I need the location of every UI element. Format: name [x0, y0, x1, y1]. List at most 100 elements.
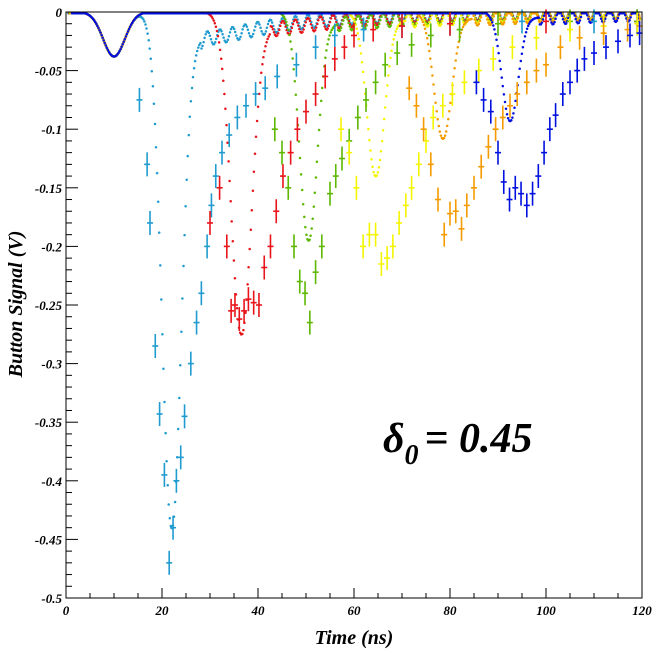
- sim-point: [542, 14, 546, 17]
- measured-point: [546, 117, 553, 142]
- sim-point: [261, 63, 264, 66]
- sim-point: [455, 52, 458, 55]
- sim-point: [443, 134, 447, 137]
- sim-point: [341, 23, 344, 26]
- sim-point: [537, 16, 541, 19]
- sim-point: [405, 15, 408, 19]
- sim-point: [269, 19, 273, 22]
- sim-point: [298, 27, 301, 31]
- sim-point: [125, 32, 129, 36]
- measured-point: [427, 23, 434, 48]
- sim-point: [320, 86, 324, 90]
- sim-point: [216, 34, 220, 38]
- sim-point: [105, 46, 109, 50]
- measured-point: [279, 164, 286, 189]
- sim-point: [310, 227, 313, 230]
- measured-point: [567, 70, 573, 95]
- x-axis-title: Time (ns): [315, 627, 394, 649]
- sim-point: [307, 17, 311, 20]
- sim-point: [210, 41, 214, 44]
- sim-point: [367, 16, 370, 20]
- sim-point: [283, 22, 286, 25]
- x-tick-label: 40: [251, 603, 266, 618]
- sim-point: [231, 240, 235, 243]
- sim-point: [430, 13, 433, 17]
- sim-point: [441, 19, 444, 23]
- sim-point: [304, 225, 307, 229]
- sim-point: [605, 14, 608, 17]
- sim-point: [214, 25, 218, 28]
- delta-subscript: 0: [405, 440, 419, 471]
- measured-point: [372, 70, 379, 95]
- sim-point: [370, 14, 374, 17]
- sim-point: [541, 18, 545, 21]
- x-tick-label: 60: [348, 603, 362, 618]
- sim-point: [599, 17, 603, 20]
- simulation-curves: [67, 11, 642, 530]
- sim-point: [203, 36, 206, 40]
- sim-point: [420, 18, 424, 21]
- sim-point: [442, 16, 445, 19]
- sim-point: [615, 19, 619, 23]
- measured-point: [394, 41, 401, 66]
- sim-point: [410, 19, 413, 22]
- sim-point: [244, 23, 248, 26]
- sim-point: [523, 35, 527, 38]
- sim-point: [358, 44, 362, 47]
- sim-point: [148, 47, 151, 50]
- sim-point: [287, 28, 290, 31]
- sim-point: [123, 37, 127, 41]
- sim-point: [176, 427, 180, 431]
- sim-point: [357, 15, 361, 18]
- sim-point: [348, 25, 351, 28]
- measured-point: [173, 468, 180, 493]
- sim-point: [382, 117, 386, 121]
- sim-point: [360, 21, 363, 24]
- sim-point: [316, 144, 320, 147]
- sim-point: [454, 14, 458, 18]
- sim-point: [162, 367, 165, 370]
- sim-point: [416, 18, 420, 21]
- sim-point: [391, 43, 394, 46]
- sim-point: [189, 99, 193, 103]
- sim-point: [355, 27, 358, 30]
- sim-point: [106, 48, 110, 52]
- sim-point: [500, 76, 504, 79]
- sim-point: [505, 112, 509, 116]
- sim-point: [295, 108, 299, 111]
- sim-point: [502, 93, 506, 96]
- sim-point: [253, 152, 257, 155]
- sim-point: [239, 35, 242, 39]
- sim-point: [225, 123, 228, 127]
- sim-point: [178, 396, 181, 400]
- sim-point: [229, 27, 233, 31]
- measured-point: [420, 117, 427, 142]
- sim-point: [164, 431, 167, 435]
- sim-point: [472, 14, 475, 18]
- sim-point: [241, 28, 244, 31]
- sim-point: [238, 37, 241, 41]
- sim-point: [265, 26, 269, 30]
- sim-point: [156, 200, 160, 203]
- sim-point: [151, 84, 155, 88]
- sim-point: [247, 266, 250, 269]
- measured-point: [354, 105, 361, 130]
- measured-point: [452, 199, 459, 224]
- sim-point: [182, 264, 185, 268]
- sim-point: [185, 178, 188, 182]
- sim-point: [235, 34, 238, 37]
- sim-point: [493, 28, 496, 31]
- measured-point: [449, 82, 456, 107]
- sim-point: [560, 14, 564, 17]
- measured-point: [514, 82, 521, 107]
- sim-point: [246, 28, 250, 32]
- sim-point: [270, 21, 274, 24]
- sim-point: [122, 40, 125, 44]
- sim-point: [434, 101, 437, 104]
- sim-point: [289, 40, 292, 43]
- sim-point: [436, 117, 439, 121]
- measured-point: [384, 246, 391, 271]
- sim-point: [430, 65, 433, 69]
- sim-point: [293, 80, 297, 83]
- measured-point: [591, 9, 597, 34]
